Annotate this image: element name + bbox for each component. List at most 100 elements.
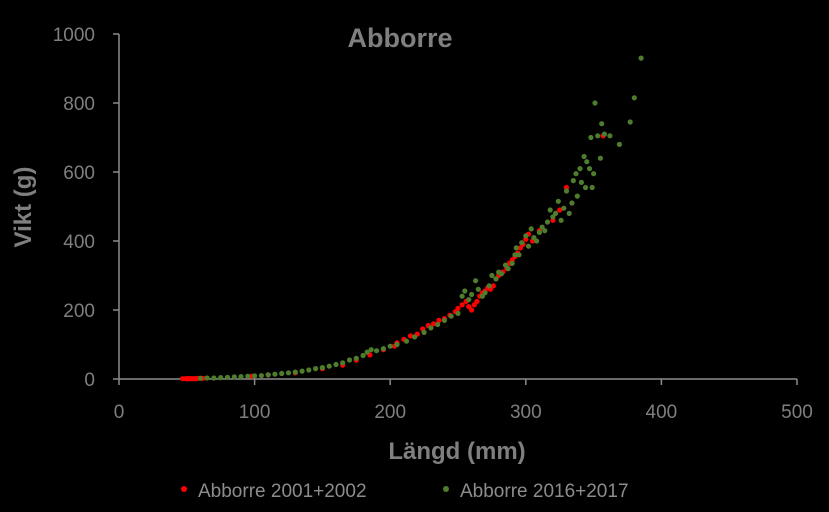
data-point (589, 184, 595, 191)
data-point (360, 352, 366, 359)
data-point (578, 179, 585, 185)
data-point (581, 153, 587, 160)
data-point (258, 373, 264, 379)
data-point (490, 283, 496, 289)
data-point (607, 133, 613, 139)
data-point (638, 55, 644, 61)
data-point (516, 252, 522, 258)
data-point (279, 370, 285, 377)
data-point (353, 355, 359, 361)
data-point (469, 307, 475, 313)
data-point (591, 171, 597, 177)
data-point (306, 367, 312, 373)
data-point (486, 283, 492, 289)
data-point (455, 305, 461, 311)
data-point (525, 243, 532, 249)
data-point (544, 219, 551, 225)
legend: Abborre 2001+2002 Abborre 2016+2017 (181, 481, 629, 502)
data-point (539, 224, 545, 230)
data-point (364, 349, 370, 355)
data-point (204, 375, 210, 381)
y-axis-title: Vikt (g) (10, 167, 37, 248)
data-point (197, 375, 203, 381)
series-layer (180, 55, 644, 382)
data-point (517, 245, 524, 251)
legend-label-2001: Abborre 2001+2002 (198, 481, 367, 502)
data-point (474, 298, 480, 304)
data-point (566, 210, 572, 216)
data-point (462, 288, 468, 294)
data-point (299, 368, 305, 374)
x-tick-label: 500 (781, 402, 813, 423)
data-point (387, 343, 393, 349)
data-point (469, 291, 475, 298)
data-point (493, 276, 499, 282)
data-point (448, 313, 454, 319)
data-point (224, 374, 231, 380)
data-point (428, 325, 434, 331)
data-point (313, 366, 319, 372)
data-point (326, 363, 332, 369)
data-point (333, 361, 339, 368)
x-axis-title: Längd (mm) (388, 438, 525, 465)
y-tick-label: 200 (63, 301, 95, 322)
data-point (577, 166, 583, 172)
x-tick-label: 100 (239, 402, 271, 423)
x-tick-label: 300 (510, 402, 542, 423)
data-point (265, 372, 271, 378)
data-point (435, 321, 441, 328)
data-point (502, 262, 509, 268)
data-point (512, 252, 518, 258)
data-point (631, 95, 637, 101)
chart-title: Abborre (347, 23, 452, 53)
data-point (595, 133, 601, 139)
data-point (588, 134, 594, 141)
data-point (441, 317, 447, 323)
data-point (555, 198, 561, 204)
data-point (319, 365, 325, 371)
data-point (238, 374, 244, 380)
data-point (547, 207, 553, 213)
data-point (421, 329, 427, 335)
data-point (292, 369, 298, 375)
data-point (597, 155, 604, 161)
data-point (536, 229, 543, 235)
data-point (627, 119, 633, 125)
data-point (584, 159, 590, 165)
data-point (528, 226, 534, 232)
legend-marker-2016 (443, 486, 449, 492)
data-point (218, 375, 224, 381)
y-tick-label: 800 (63, 94, 95, 115)
data-point (574, 193, 580, 199)
data-point (570, 178, 576, 184)
data-point (403, 338, 410, 344)
data-point (519, 240, 525, 246)
data-point (542, 228, 548, 234)
x-tick-label: 200 (374, 402, 406, 423)
data-point (534, 238, 540, 244)
data-point (374, 348, 380, 354)
data-point (380, 346, 386, 352)
data-point (553, 210, 559, 216)
data-point (407, 333, 414, 339)
data-point (211, 375, 217, 381)
legend-marker-2001 (181, 486, 187, 492)
y-axis-ticks: 0 200 400 600 800 1000 (53, 25, 119, 391)
data-point (368, 347, 374, 353)
data-point (252, 373, 258, 379)
series-1 (197, 55, 644, 381)
data-point (592, 100, 598, 106)
y-tick-label: 1000 (53, 25, 95, 46)
data-point (523, 233, 529, 239)
x-tick-label: 0 (114, 402, 125, 423)
data-point (455, 310, 461, 316)
data-point (231, 374, 237, 380)
data-point (563, 188, 570, 194)
data-point (505, 266, 511, 272)
data-point (436, 317, 442, 323)
data-point (245, 373, 251, 379)
x-tick-label: 400 (646, 402, 678, 423)
y-tick-label: 400 (63, 232, 95, 253)
x-axis-ticks: 0 100 200 300 400 500 (114, 379, 813, 423)
